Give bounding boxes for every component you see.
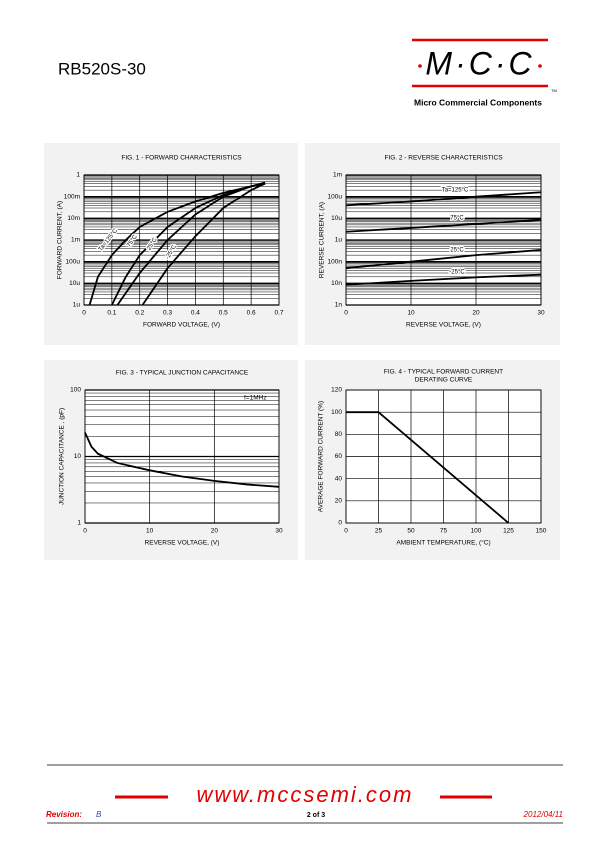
x-tick-label: 75 (440, 528, 448, 535)
revision: B (96, 810, 102, 819)
x-axis-label: REVERSE VOLTAGE, (V) (145, 540, 220, 547)
x-tick-label: 30 (537, 310, 545, 317)
series-line (116, 181, 266, 306)
series-line (345, 191, 542, 207)
y-axis-label: JUNCTION CAPACITANCE , (pF) (59, 408, 66, 505)
chart-title: FIG. 2 - REVERSE CHARACTERISTICS (384, 155, 503, 162)
charts: FIG. 1 - FORWARD CHARACTERISTICS FORWARD … (57, 155, 547, 547)
chart-subtitle: DERATING CURVE (415, 377, 473, 384)
chart-title: FIG. 3 - TYPICAL JUNCTION CAPACITANCE (116, 370, 249, 377)
y-tick-label: 10u (331, 215, 342, 222)
y-axis-label: FORWARD CURRENT, (A) (57, 201, 64, 279)
x-tick-label: 0 (83, 528, 87, 535)
x-tick-label: 0 (344, 528, 348, 535)
series-line (345, 248, 542, 270)
x-tick-label: 50 (407, 528, 415, 535)
y-axis-label: REVERSE CURRENT, (A) (319, 202, 326, 278)
y-tick-label: 40 (335, 475, 343, 482)
page-number: 2 of 3 (307, 812, 325, 819)
x-axis-label: FORWARD VOLTAGE, (V) (143, 322, 220, 329)
logo-dot (538, 64, 542, 68)
logo: M·C·C (425, 45, 534, 81)
website[interactable]: www.mccsemi.com (196, 782, 413, 807)
series-line (141, 182, 266, 306)
series-line (345, 218, 542, 233)
chart-title: FIG. 1 - FORWARD CHARACTERISTICS (121, 155, 242, 162)
series-line (88, 182, 266, 306)
series-label: -25°C (449, 270, 465, 276)
y-tick-label: 10n (331, 280, 342, 287)
series-label: Ta=125°C (442, 188, 469, 194)
trademark: TM (551, 88, 557, 93)
date: 2012/04/11 (523, 810, 563, 819)
x-tick-label: 0.1 (107, 310, 116, 317)
x-tick-label: 0.2 (135, 310, 144, 317)
x-tick-label: 20 (472, 310, 480, 317)
y-tick-label: 0 (338, 520, 342, 527)
x-tick-label: 0.4 (191, 310, 200, 317)
series-label: 25°C (450, 248, 464, 254)
y-tick-label: 1 (76, 172, 80, 179)
y-tick-label: 10 (74, 453, 82, 460)
y-tick-label: 100u (66, 258, 81, 265)
y-tick-label: 1n (335, 302, 343, 309)
x-axis-label: AMBIENT TEMPERATURE, (°C) (396, 539, 490, 547)
x-tick-label: 10 (407, 310, 415, 317)
y-tick-label: 100 (70, 387, 81, 394)
x-tick-label: 20 (211, 528, 219, 535)
y-tick-label: 10u (69, 280, 80, 287)
x-tick-label: 10 (146, 528, 154, 535)
logo-dot (418, 64, 422, 68)
chart-title: FIG. 4 - TYPICAL FORWARD CURRENT (384, 369, 503, 376)
y-tick-label: 10m (67, 215, 80, 222)
x-tick-label: 150 (536, 528, 547, 535)
y-tick-label: 1u (335, 237, 343, 244)
y-tick-label: 1u (73, 302, 81, 309)
part-number: RB520S-30 (58, 59, 146, 78)
y-tick-label: 1 (77, 520, 81, 527)
x-tick-label: 25 (375, 528, 383, 535)
x-tick-label: 100 (471, 528, 482, 535)
revision-label: Revision: (46, 810, 82, 819)
x-axis-label: REVERSE VOLTAGE, (V) (406, 322, 481, 329)
series-line (84, 432, 280, 488)
y-tick-label: 1m (71, 237, 80, 244)
y-tick-label: 1m (333, 172, 342, 179)
series-line (345, 273, 542, 286)
series-label: 75°C (450, 216, 464, 222)
y-tick-label: 20 (335, 498, 343, 505)
annotation: f=1MHz (244, 395, 267, 402)
x-tick-label: 0 (344, 310, 348, 317)
x-tick-label: 0.7 (274, 310, 283, 317)
y-tick-label: 100m (64, 193, 80, 200)
x-tick-label: 0.5 (219, 310, 228, 317)
x-tick-label: 125 (503, 528, 514, 535)
x-tick-label: 0 (82, 310, 86, 317)
y-tick-label: 80 (335, 431, 343, 438)
y-tick-label: 100n (328, 258, 343, 265)
x-tick-label: 0.6 (247, 310, 256, 317)
y-axis-label: AVERAGE FORWARD CURRENT (%) (318, 401, 325, 512)
y-tick-label: 100 (331, 409, 342, 416)
x-tick-label: 30 (275, 528, 283, 535)
y-tick-label: 120 (331, 387, 342, 394)
series-line (346, 411, 510, 524)
company-name: Micro Commercial Components (414, 97, 542, 107)
y-tick-label: 100u (328, 193, 343, 200)
y-tick-label: 60 (335, 453, 343, 460)
x-tick-label: 0.3 (163, 310, 172, 317)
